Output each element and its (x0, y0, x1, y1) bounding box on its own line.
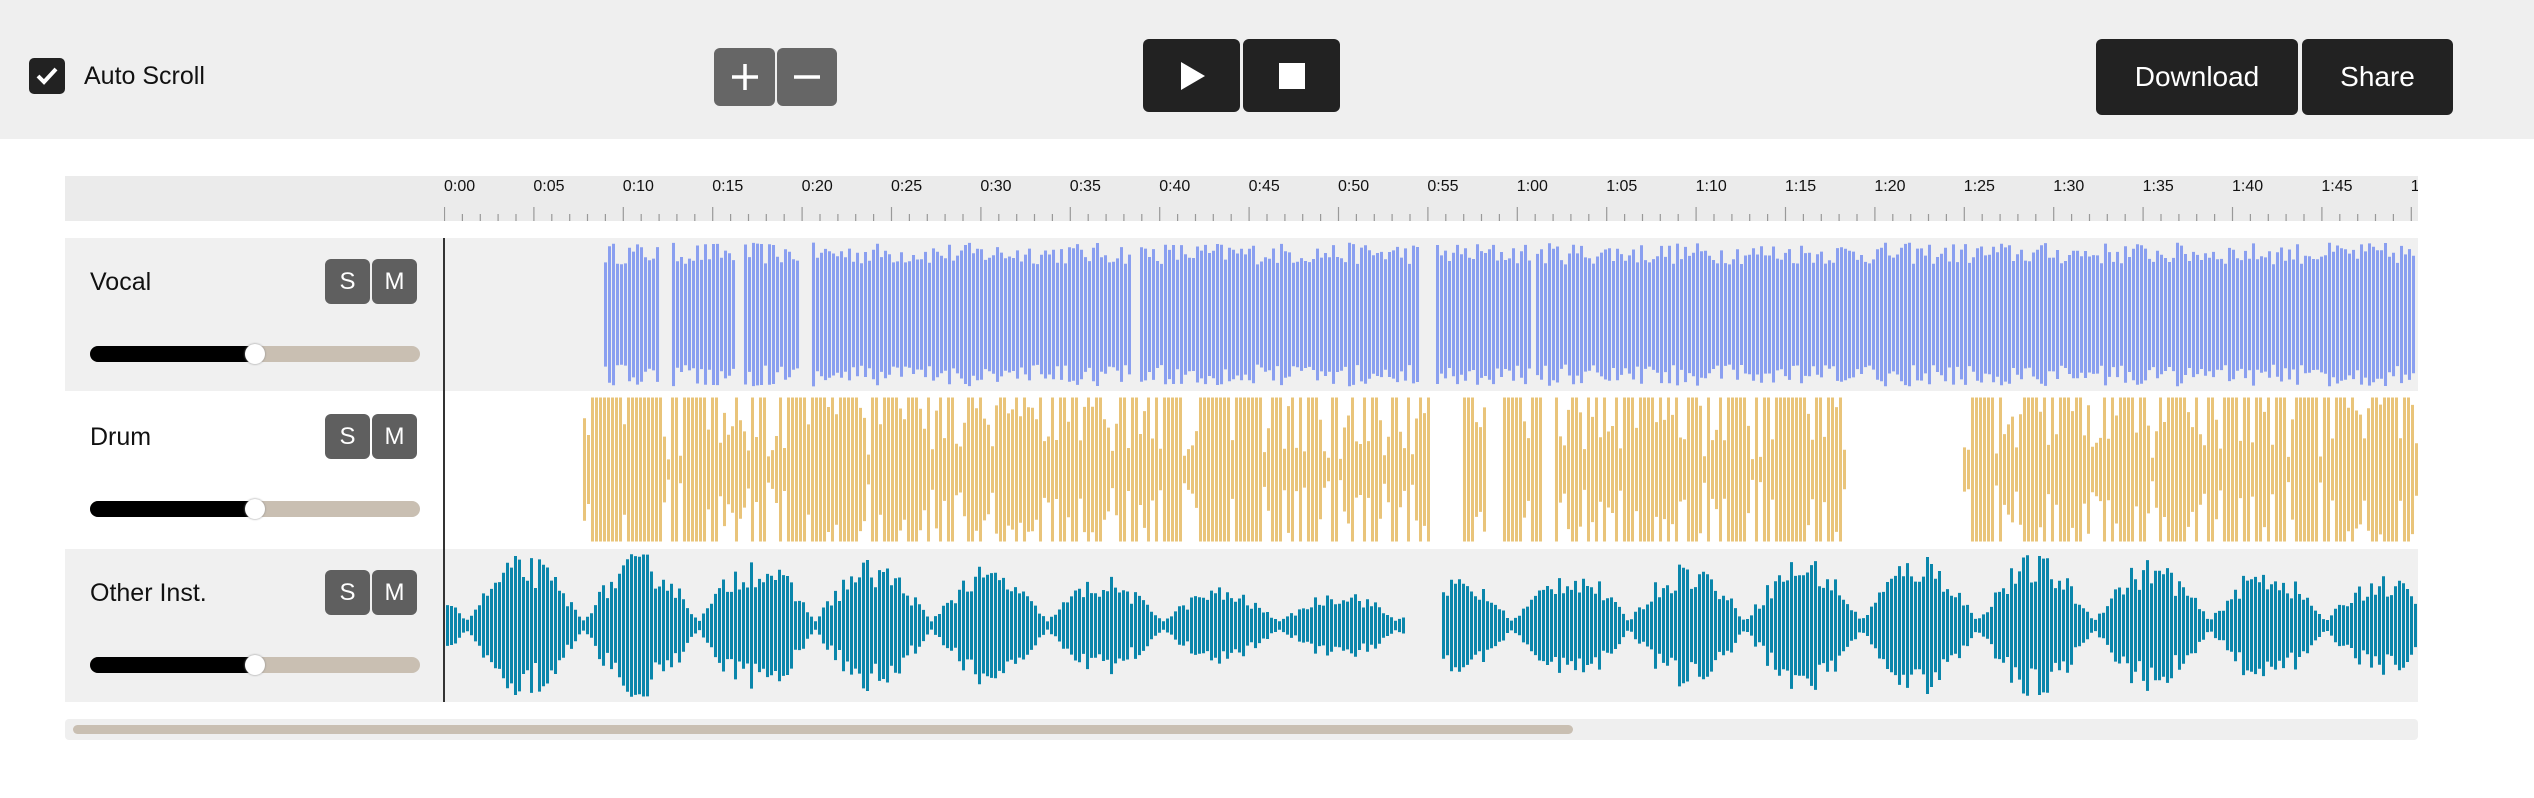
track-name: Vocal (90, 268, 152, 296)
mute-button[interactable]: M (372, 259, 417, 304)
toolbar: Auto Scroll Download Share (0, 0, 2534, 139)
volume-slider[interactable] (90, 499, 420, 519)
volume-knob[interactable] (245, 499, 265, 519)
time-label: 0:50 (1338, 178, 1370, 195)
share-button[interactable]: Share (2302, 39, 2453, 115)
auto-scroll-label: Auto Scroll (84, 62, 205, 90)
solo-button[interactable]: S (325, 259, 370, 304)
timeline-header (65, 176, 2418, 221)
time-label: 1:40 (2232, 178, 2264, 195)
track-row: Other Inst. S M (65, 549, 2418, 702)
volume-fill (90, 501, 255, 517)
minus-icon (794, 75, 820, 79)
time-ruler: 0:00 0:05 0:10 0:15 0:20 0:25 0:30 0:35 0:40 0:45… (444, 176, 2418, 221)
volume-fill (90, 346, 255, 362)
time-label: 0:20 (801, 178, 833, 195)
ruler-ticks (444, 207, 2412, 221)
volume-knob[interactable] (245, 655, 265, 675)
time-label: 1:10 (1695, 178, 1727, 195)
time-label: 1:05 (1606, 178, 1638, 195)
time-label: 0:25 (891, 178, 923, 195)
solo-button[interactable]: S (325, 414, 370, 459)
volume-slider[interactable] (90, 344, 420, 364)
scrollbar-thumb[interactable] (73, 725, 1573, 734)
play-button[interactable] (1143, 39, 1240, 112)
zoom-out-button[interactable] (777, 48, 837, 106)
volume-fill (90, 657, 255, 673)
stop-icon (1278, 62, 1305, 89)
time-label: 1:20 (1874, 178, 1906, 195)
volume-slider[interactable] (90, 655, 420, 675)
time-label: 1:25 (1963, 178, 1995, 195)
time-label: 1:15 (1785, 178, 1817, 195)
track-name: Drum (90, 423, 152, 451)
stop-button[interactable] (1243, 39, 1340, 112)
volume-knob[interactable] (245, 344, 265, 364)
play-icon (1180, 61, 1205, 90)
plus-icon (731, 64, 758, 90)
time-label: 1:30 (2053, 178, 2085, 195)
download-button[interactable]: Download (2096, 39, 2298, 115)
track-name: Other Inst. (90, 579, 207, 607)
time-label: 0:10 (622, 178, 654, 195)
check-icon (36, 67, 58, 85)
time-label: 0:55 (1427, 178, 1459, 195)
time-label: 0:00 (444, 178, 476, 195)
solo-button[interactable]: S (325, 570, 370, 615)
time-label: 1:50 (2410, 178, 2418, 195)
time-label: 1:35 (2142, 178, 2174, 195)
time-label: 1:00 (1516, 178, 1548, 195)
time-label: 0:35 (1069, 178, 1101, 195)
time-label: 0:15 (712, 178, 744, 195)
playhead (443, 238, 445, 702)
mute-button[interactable]: M (372, 414, 417, 459)
time-label: 0:40 (1159, 178, 1191, 195)
mute-button[interactable]: M (372, 570, 417, 615)
time-label: 0:30 (980, 178, 1012, 195)
zoom-in-button[interactable] (714, 48, 775, 106)
scrollbar-track[interactable] (65, 719, 2418, 740)
time-label: 0:45 (1248, 178, 1280, 195)
time-label: 1:45 (2321, 178, 2353, 195)
auto-scroll-checkbox[interactable] (29, 58, 65, 94)
time-label: 0:05 (533, 178, 565, 195)
